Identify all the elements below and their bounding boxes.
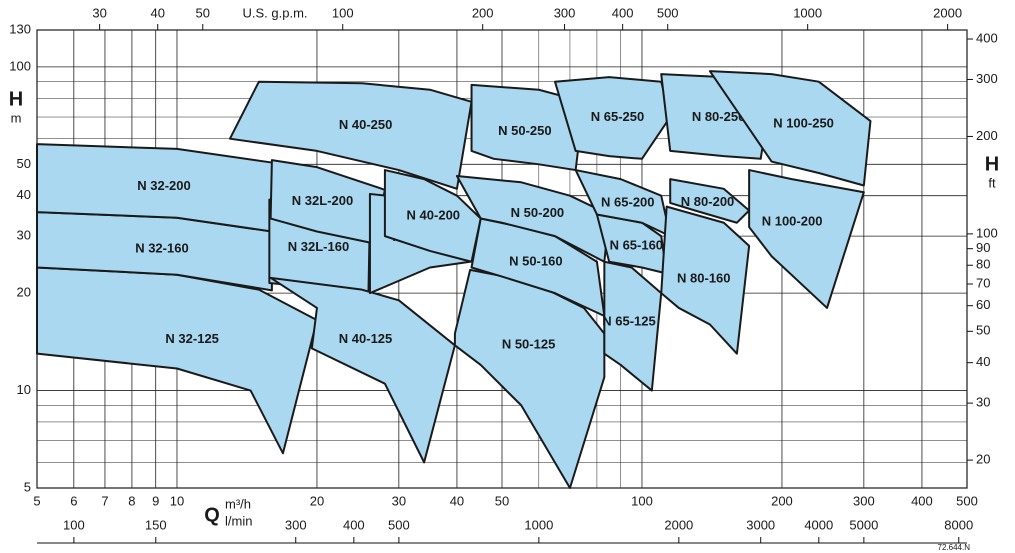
y2-tick-label: 200 xyxy=(976,128,998,143)
x-tick-label: 20 xyxy=(310,493,324,508)
region-label: N 40-200 xyxy=(407,207,460,222)
y-tick-label: 20 xyxy=(17,285,31,300)
region-label: N 40-125 xyxy=(339,331,392,346)
top-label: U.S. g.p.m. xyxy=(242,5,307,20)
y2-tick-label: 60 xyxy=(976,297,990,312)
region-label: N 50-200 xyxy=(511,205,564,220)
x-tick-label: 40 xyxy=(450,493,464,508)
region-label: N 65-250 xyxy=(591,109,644,124)
x-label: Q xyxy=(204,504,220,526)
bottom2-tick-label: 8000 xyxy=(944,517,973,532)
top-tick-label: 50 xyxy=(196,5,210,20)
region-label: N 65-125 xyxy=(602,313,655,328)
y-tick-label: 30 xyxy=(17,228,31,243)
region-label: N 40-250 xyxy=(339,117,392,132)
top-tick-label: 40 xyxy=(150,5,164,20)
region-label: N 100-250 xyxy=(773,115,834,130)
x-unit: m³/h xyxy=(225,496,251,511)
pump-region xyxy=(660,205,751,355)
region-label: N 80-250 xyxy=(692,109,745,124)
y-unit: m xyxy=(11,110,22,125)
y2-tick-label: 70 xyxy=(976,275,990,290)
bottom2-tick-label: 400 xyxy=(343,517,365,532)
x-tick-label: 500 xyxy=(956,493,978,508)
region-label: N 32L-160 xyxy=(288,239,349,254)
region-label: N 65-160 xyxy=(610,237,663,252)
x-tick-label: 9 xyxy=(152,493,159,508)
y2-tick-label: 100 xyxy=(976,225,998,240)
y2-tick-label: 30 xyxy=(976,395,990,410)
top-tick-label: 30 xyxy=(92,5,106,20)
region-label: N 100-200 xyxy=(762,214,823,229)
region-label: N 65-200 xyxy=(601,194,654,209)
pump-region xyxy=(269,276,456,464)
footnote: 72.644.N xyxy=(938,543,971,552)
pump-region xyxy=(669,178,751,224)
bottom2-tick-label: 500 xyxy=(388,517,410,532)
y2-tick-label: 50 xyxy=(976,323,990,338)
pump-region xyxy=(470,83,585,172)
top-tick-label: 400 xyxy=(612,5,634,20)
y-tick-label: 10 xyxy=(17,382,31,397)
x-tick-label: 10 xyxy=(170,493,184,508)
x-tick-label: 8 xyxy=(128,493,135,508)
pump-region xyxy=(748,169,865,309)
x-tick-label: 7 xyxy=(101,493,108,508)
y-tick-label: 40 xyxy=(17,187,31,202)
bottom2-tick-label: 2000 xyxy=(664,517,693,532)
x-tick-label: 400 xyxy=(911,493,933,508)
y2-tick-label: 20 xyxy=(976,452,990,467)
bottom2-tick-label: 1000 xyxy=(524,517,553,532)
region-label: N 32-200 xyxy=(137,178,190,193)
x-tick-label: 300 xyxy=(853,493,875,508)
y-tick-label: 130 xyxy=(9,21,31,36)
bottom2-tick-label: 4000 xyxy=(804,517,833,532)
bottom2-tick-label: 5000 xyxy=(849,517,878,532)
region-label: N 50-160 xyxy=(509,254,562,269)
region-label: N 80-160 xyxy=(677,271,730,286)
y2-tick-label: 400 xyxy=(976,30,998,45)
top-tick-label: 1000 xyxy=(793,5,822,20)
top-tick-label: 100 xyxy=(332,5,354,20)
bottom2-tick-label: 3000 xyxy=(746,517,775,532)
bottom2-tick-label: 150 xyxy=(145,517,167,532)
top-tick-label: 500 xyxy=(657,5,679,20)
x-tick-label: 200 xyxy=(771,493,793,508)
y2-tick-label: 40 xyxy=(976,354,990,369)
region-label: N 50-250 xyxy=(498,123,551,138)
x2-unit: l/min xyxy=(225,513,252,528)
y-tick-label: 5 xyxy=(24,479,31,494)
pump-region xyxy=(708,70,872,187)
x-tick-label: 50 xyxy=(495,493,509,508)
y2-unit: ft xyxy=(988,175,996,190)
y2-tick-label: 80 xyxy=(976,257,990,272)
x-tick-label: 5 xyxy=(33,493,40,508)
y-tick-label: 50 xyxy=(17,156,31,171)
region-label: N 32-160 xyxy=(135,240,188,255)
x-tick-label: 30 xyxy=(392,493,406,508)
top-tick-label: 200 xyxy=(472,5,494,20)
region-label: N 32-125 xyxy=(165,331,218,346)
top-tick-label: 300 xyxy=(554,5,576,20)
y2-tick-label: 300 xyxy=(976,71,998,86)
region-label: N 50-125 xyxy=(502,337,555,352)
pump-region xyxy=(603,260,663,392)
x-tick-label: 100 xyxy=(631,493,653,508)
bottom2-tick-label: 300 xyxy=(285,517,307,532)
region-label: N 32L-200 xyxy=(292,193,353,208)
y2-label: H xyxy=(985,153,999,175)
top-tick-label: 2000 xyxy=(933,5,962,20)
bottom2-tick-label: 100 xyxy=(63,517,85,532)
pump-region xyxy=(553,76,672,160)
y-label: H xyxy=(9,88,23,110)
x-tick-label: 6 xyxy=(70,493,77,508)
y2-tick-label: 90 xyxy=(976,240,990,255)
region-label: N 80-200 xyxy=(681,194,734,209)
y-tick-label: 100 xyxy=(9,58,31,73)
